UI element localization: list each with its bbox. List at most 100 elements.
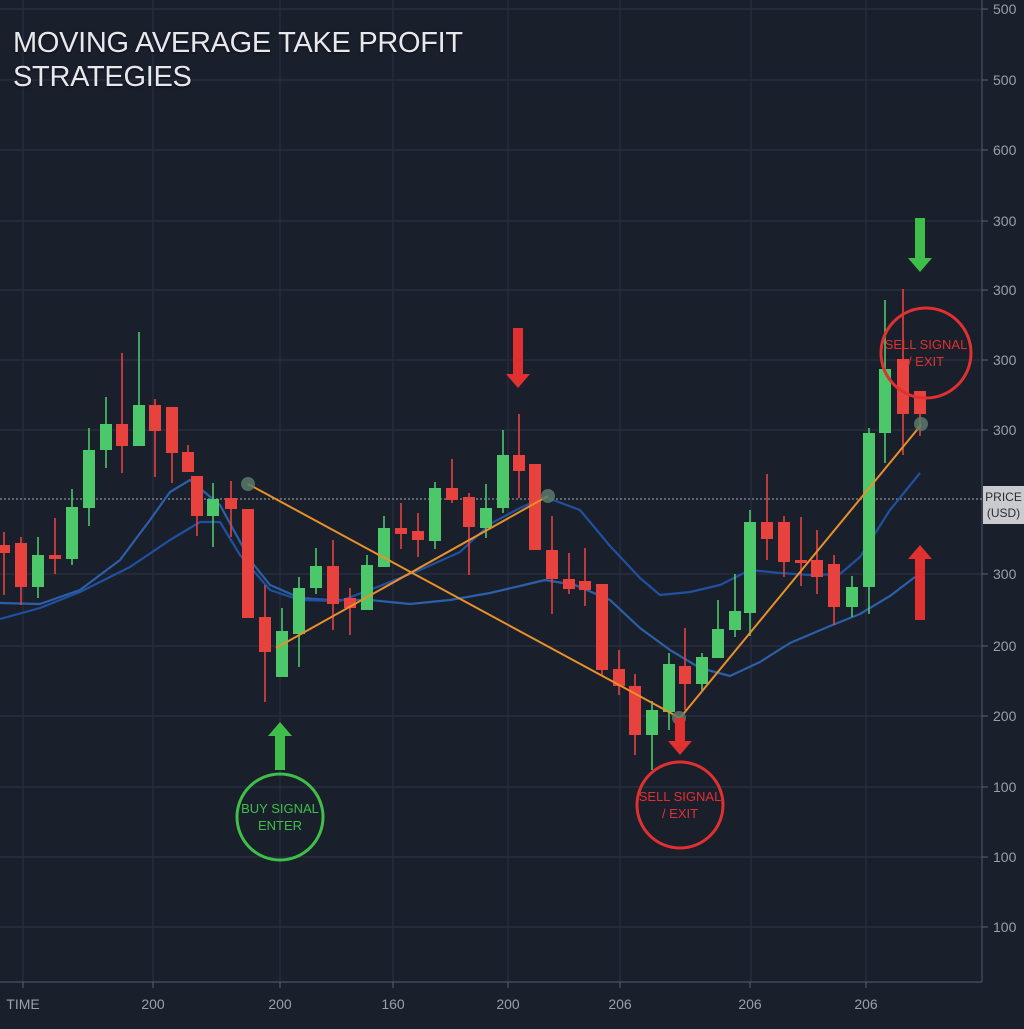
price-tag-line-1: PRICE: [985, 490, 1022, 504]
candle-body: [863, 433, 875, 587]
signal-label-line-2: / EXIT: [907, 354, 945, 369]
y-axis-label: 300: [993, 282, 1017, 298]
candle-body: [412, 531, 424, 540]
candle-body: [276, 631, 288, 677]
y-axis-label: 100: [993, 849, 1017, 865]
trend-line: [679, 424, 922, 719]
candle-body: [613, 669, 625, 686]
x-axis-label: 206: [854, 996, 878, 1012]
candle-body: [463, 497, 475, 527]
sell-signal-circle: [879, 306, 973, 400]
sell-signal-label: SELL SIGNAL / EXIT: [885, 336, 968, 370]
x-axis-label: 206: [738, 996, 762, 1012]
moving-average-line: [0, 478, 916, 678]
signal-marker-dot: [541, 489, 555, 503]
candle-body: [83, 450, 95, 508]
y-axis-label: 100: [993, 779, 1017, 795]
arrow-up-icon-shaft: [275, 736, 285, 770]
arrow-down-icon: [506, 374, 530, 388]
candle-body: [828, 564, 840, 607]
signal-marker-dot: [241, 477, 255, 491]
chart-title: MOVING AVERAGE TAKE PROFIT STRATEGIES: [13, 26, 463, 94]
candle-body: [513, 455, 525, 471]
arrow-down-icon: [908, 258, 932, 272]
candle-body: [133, 405, 145, 446]
candle-body: [646, 710, 658, 735]
candle-body: [225, 498, 237, 509]
candle-body: [207, 499, 219, 516]
candle-body: [32, 555, 44, 587]
candle-body: [663, 664, 675, 712]
x-axis-label: 200: [496, 996, 520, 1012]
title-line-2: STRATEGIES: [13, 61, 192, 93]
price-axis-tag: PRICE (USD): [983, 486, 1024, 524]
candle-body: [846, 587, 858, 607]
arrow-down-icon: [668, 741, 692, 755]
y-axis-label: 300: [993, 213, 1017, 229]
arrow-down-icon-shaft: [915, 218, 925, 258]
candle-body: [879, 369, 891, 433]
candle-body: [15, 543, 27, 587]
signal-marker-dot: [914, 417, 928, 431]
candle-body: [795, 560, 807, 563]
y-axis-label: 600: [993, 142, 1017, 158]
buy-signal-circle: [235, 772, 325, 862]
arrow-up-icon: [908, 545, 932, 559]
y-axis-label: 300: [993, 352, 1017, 368]
x-axis-label: 206: [608, 996, 632, 1012]
y-axis-label: 100: [993, 919, 1017, 935]
candle-body: [497, 455, 509, 508]
signal-label-line-1: SELL SIGNAL: [884, 337, 968, 352]
candle-body: [712, 629, 724, 658]
candle-body: [49, 555, 61, 559]
candle-body: [327, 566, 339, 604]
candle-body: [100, 424, 112, 450]
x-axis-label: 160: [381, 996, 405, 1012]
y-axis-label: 200: [993, 708, 1017, 724]
candle-body: [378, 528, 390, 567]
candle-body: [66, 507, 78, 559]
arrow-up-icon: [268, 722, 292, 736]
candle-body: [679, 666, 691, 684]
candle-body: [191, 476, 203, 516]
y-axis-label: 500: [993, 72, 1017, 88]
candle-body: [761, 522, 773, 539]
candle-body: [696, 657, 708, 684]
candle-body: [563, 579, 575, 589]
candle-body: [446, 488, 458, 500]
candle-body: [811, 560, 823, 577]
candle-body: [744, 522, 756, 613]
candle-body: [480, 508, 492, 528]
signal-label-line-1: BUY SIGNAL: [241, 801, 319, 816]
candle-body: [429, 488, 441, 541]
candle-body: [259, 617, 271, 652]
x-axis-label: 200: [141, 996, 165, 1012]
candle-body: [395, 528, 407, 534]
signal-label-line-2: / EXIT: [661, 806, 699, 821]
candle-body: [293, 588, 305, 634]
trend-line: [247, 483, 681, 719]
title-line-1: MOVING AVERAGE TAKE PROFIT: [13, 27, 463, 59]
candle-body: [149, 405, 161, 431]
arrow-up-icon-shaft: [915, 559, 925, 620]
y-axis-label: 500: [993, 1, 1017, 17]
candle-body: [166, 407, 178, 453]
candle-body: [529, 464, 541, 550]
candle-body: [116, 424, 128, 446]
sell-signal-label: SELL SIGNAL / EXIT: [639, 788, 722, 822]
candle-body: [914, 391, 926, 414]
candle-body: [596, 584, 608, 670]
candle-body: [310, 566, 322, 588]
y-axis-label: 300: [993, 566, 1017, 582]
candle-body: [579, 581, 591, 590]
moving-average-line: [0, 472, 921, 621]
signal-label-line-1: SELL SIGNAL: [638, 789, 722, 804]
y-axis-label: 200: [993, 638, 1017, 654]
price-tag-line-2: (USD): [986, 506, 1021, 520]
candle-body: [897, 359, 909, 414]
candle-body: [344, 598, 356, 608]
arrow-down-icon-shaft: [513, 328, 523, 374]
candle-body: [0, 545, 10, 553]
